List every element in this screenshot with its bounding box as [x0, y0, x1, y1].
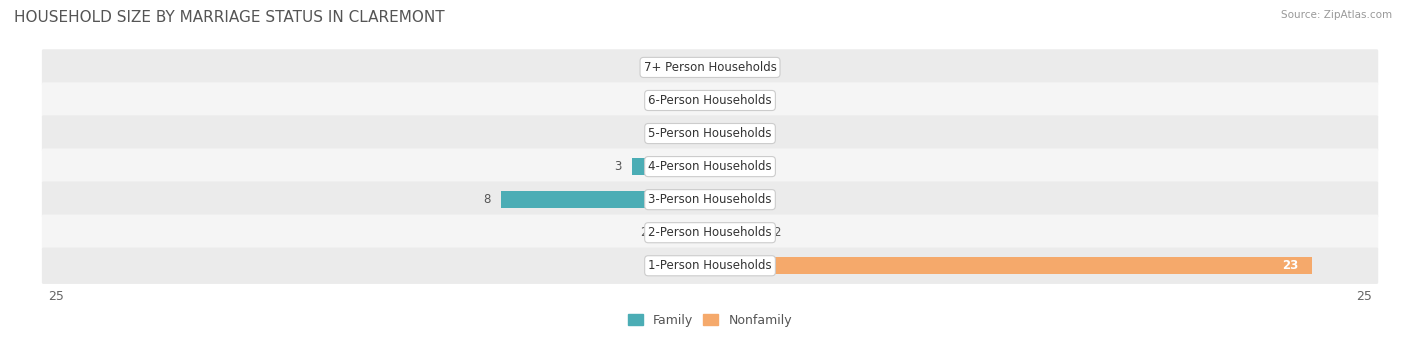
Text: 0: 0 — [692, 61, 700, 74]
Text: 0: 0 — [692, 259, 700, 272]
Bar — [683, 125, 710, 142]
FancyBboxPatch shape — [42, 149, 1378, 185]
Text: 3: 3 — [614, 160, 621, 173]
FancyBboxPatch shape — [42, 49, 1378, 86]
Text: 7+ Person Households: 7+ Person Households — [644, 61, 776, 74]
Text: 1-Person Households: 1-Person Households — [648, 259, 772, 272]
Text: 2-Person Households: 2-Person Households — [648, 226, 772, 239]
Text: 8: 8 — [484, 193, 491, 206]
FancyBboxPatch shape — [42, 115, 1378, 152]
Text: 0: 0 — [720, 193, 728, 206]
Bar — [658, 224, 710, 241]
Text: HOUSEHOLD SIZE BY MARRIAGE STATUS IN CLAREMONT: HOUSEHOLD SIZE BY MARRIAGE STATUS IN CLA… — [14, 10, 444, 25]
Text: 0: 0 — [720, 94, 728, 107]
FancyBboxPatch shape — [42, 182, 1378, 218]
FancyBboxPatch shape — [42, 82, 1378, 119]
Text: 23: 23 — [1282, 259, 1298, 272]
Bar — [710, 257, 1312, 274]
Text: 0: 0 — [720, 160, 728, 173]
Text: 0: 0 — [720, 61, 728, 74]
Text: 6-Person Households: 6-Person Households — [648, 94, 772, 107]
Bar — [710, 224, 762, 241]
Text: 0: 0 — [720, 127, 728, 140]
Text: 1: 1 — [666, 127, 673, 140]
Text: 2: 2 — [773, 226, 780, 239]
FancyBboxPatch shape — [42, 215, 1378, 251]
Bar — [501, 191, 710, 208]
Text: 4-Person Households: 4-Person Households — [648, 160, 772, 173]
Text: 0: 0 — [692, 94, 700, 107]
Text: Source: ZipAtlas.com: Source: ZipAtlas.com — [1281, 10, 1392, 20]
Text: 5-Person Households: 5-Person Households — [648, 127, 772, 140]
Bar — [631, 158, 710, 175]
Legend: Family, Nonfamily: Family, Nonfamily — [628, 314, 792, 327]
Text: 3-Person Households: 3-Person Households — [648, 193, 772, 206]
Text: 2: 2 — [640, 226, 647, 239]
FancyBboxPatch shape — [42, 248, 1378, 284]
